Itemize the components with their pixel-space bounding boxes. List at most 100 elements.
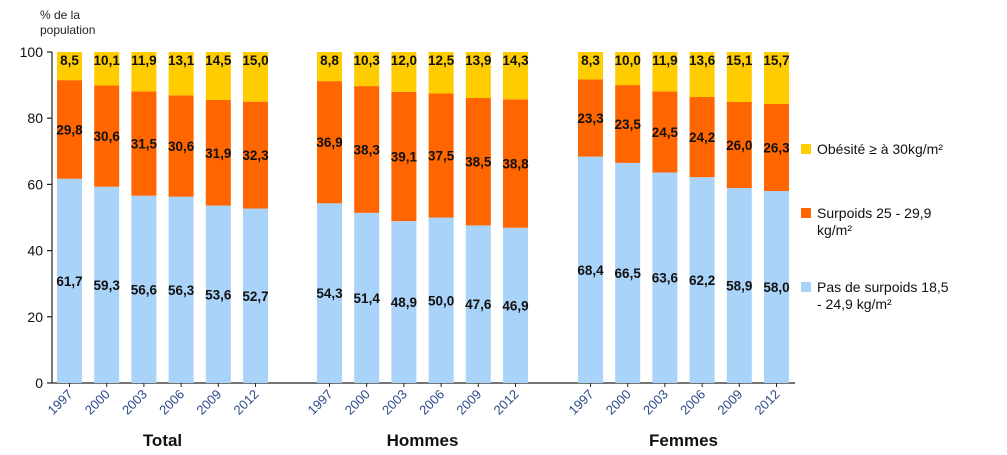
data-label-surpoids: 24,5 xyxy=(652,125,679,140)
data-label-normal: 59,3 xyxy=(94,278,121,293)
data-label-obesite: 10,1 xyxy=(94,53,121,68)
x-tick-label: 2006 xyxy=(416,387,447,418)
x-tick-label: 2009 xyxy=(714,387,745,418)
y-axis-title-line: population xyxy=(40,23,95,37)
bar-segment-obesite xyxy=(689,52,715,98)
x-tick-labels: 1997 2000 2003 2006 2009 2012 1997 2000 2003 2006… xyxy=(45,383,783,418)
bar-segment-obesite xyxy=(354,52,380,87)
bar-segment-surpoids xyxy=(689,97,715,178)
legend-label-normal: - 24,9 kg/m² xyxy=(817,296,892,312)
x-tick-label: 2000 xyxy=(342,387,373,418)
data-label-surpoids: 37,5 xyxy=(428,148,455,163)
bar-segment-normal xyxy=(391,221,417,383)
bar-segment-surpoids xyxy=(465,98,491,226)
bar-segment-normal xyxy=(652,172,678,383)
data-label-obesite: 12,0 xyxy=(391,53,417,68)
legend-label-normal: Pas de surpoids 18,5 xyxy=(817,279,949,295)
data-label-normal: 58,0 xyxy=(763,280,789,295)
data-labels: 61,7 29,8 8,5 59,3 30,6 10,1 56,6 31,5 11,9 56,3 3… xyxy=(56,53,790,313)
bar-segment-surpoids xyxy=(131,91,157,196)
data-label-obesite: 13,1 xyxy=(168,53,195,68)
bar-segment-normal xyxy=(764,191,789,383)
bar-segment-obesite xyxy=(428,52,454,94)
bar-segment-surpoids xyxy=(578,79,603,157)
data-label-normal: 63,6 xyxy=(652,271,679,286)
data-label-surpoids: 29,8 xyxy=(56,122,83,137)
x-tick-label: 2003 xyxy=(379,387,410,418)
bar-segment-normal xyxy=(615,162,641,383)
bar-segment-obesite xyxy=(94,52,120,86)
x-tick-label: 2000 xyxy=(82,387,113,418)
data-label-normal: 53,6 xyxy=(205,287,232,302)
data-label-surpoids: 31,5 xyxy=(131,137,158,152)
x-tick-label: 1997 xyxy=(45,387,76,418)
bar-segment-obesite xyxy=(503,52,528,100)
data-label-obesite: 13,6 xyxy=(689,53,716,68)
x-tick-label: 2000 xyxy=(603,387,634,418)
bar-segment-surpoids xyxy=(764,103,789,192)
data-label-obesite: 10,3 xyxy=(354,53,381,68)
x-tick-label: 1997 xyxy=(305,387,336,418)
bar-segment-normal xyxy=(465,225,491,383)
bar-segment-normal xyxy=(57,178,82,383)
group-label: Femmes xyxy=(649,431,718,450)
x-tick-label: 2006 xyxy=(677,387,708,418)
bar-segment-normal xyxy=(317,203,342,383)
bar-segment-surpoids xyxy=(243,101,268,209)
x-tick-label: 2009 xyxy=(453,387,484,418)
bar-segment-surpoids xyxy=(391,91,417,222)
data-label-surpoids: 38,8 xyxy=(502,157,529,172)
data-label-normal: 52,7 xyxy=(242,289,268,304)
bar-segment-normal xyxy=(243,208,268,383)
data-label-surpoids: 39,1 xyxy=(391,149,418,164)
bar-segment-surpoids xyxy=(57,80,82,179)
bar-segment-surpoids xyxy=(503,99,528,228)
group-label: Hommes xyxy=(387,431,459,450)
group-labels: Total Hommes Femmes xyxy=(143,431,718,450)
data-label-obesite: 10,0 xyxy=(615,53,641,68)
x-tick-label: 2006 xyxy=(156,387,187,418)
data-label-obesite: 12,5 xyxy=(428,53,455,68)
data-label-surpoids: 38,3 xyxy=(354,142,381,157)
data-label-obesite: 8,8 xyxy=(320,53,339,68)
legend-swatch-normal xyxy=(801,282,811,292)
bar-segment-normal xyxy=(578,156,603,383)
x-tick-label: 1997 xyxy=(566,387,597,418)
y-axis-title-line: % de la xyxy=(40,8,80,22)
bar-segment-surpoids xyxy=(354,86,380,213)
data-label-obesite: 15,0 xyxy=(242,53,268,68)
x-tick-label: 2012 xyxy=(491,387,522,418)
data-label-surpoids: 26,0 xyxy=(726,138,752,153)
legend-label-surpoids: Surpoids 25 - 29,9 xyxy=(817,205,932,221)
data-label-normal: 50,0 xyxy=(428,293,454,308)
data-label-obesite: 11,9 xyxy=(131,53,157,68)
bars xyxy=(57,52,789,383)
y-tick-label: 80 xyxy=(27,110,43,126)
x-tick-label: 2003 xyxy=(640,387,671,418)
bar-segment-obesite xyxy=(764,52,789,104)
group-label: Total xyxy=(143,431,182,450)
bar-segment-obesite xyxy=(57,52,82,81)
bar-segment-obesite xyxy=(465,52,491,99)
data-label-normal: 51,4 xyxy=(354,291,381,306)
data-label-normal: 61,7 xyxy=(56,274,82,289)
bar-segment-surpoids xyxy=(615,85,641,163)
bar-segment-obesite xyxy=(726,52,752,102)
data-label-normal: 56,3 xyxy=(168,283,195,298)
data-label-surpoids: 38,5 xyxy=(465,155,492,170)
bar-segment-normal xyxy=(205,205,231,383)
data-label-normal: 58,9 xyxy=(726,279,752,294)
legend-label-obesite: Obésité ≥ à 30kg/m² xyxy=(817,141,943,157)
data-label-normal: 48,9 xyxy=(391,295,417,310)
bar-segment-obesite xyxy=(131,52,157,92)
data-label-obesite: 15,7 xyxy=(763,53,789,68)
bar-segment-obesite xyxy=(652,52,678,92)
data-label-surpoids: 32,3 xyxy=(242,148,269,163)
bar-segment-obesite xyxy=(243,52,268,102)
data-label-obesite: 14,3 xyxy=(502,53,529,68)
data-label-normal: 46,9 xyxy=(502,298,528,313)
bar-segment-obesite xyxy=(168,52,194,96)
bar-segment-normal xyxy=(428,217,454,383)
